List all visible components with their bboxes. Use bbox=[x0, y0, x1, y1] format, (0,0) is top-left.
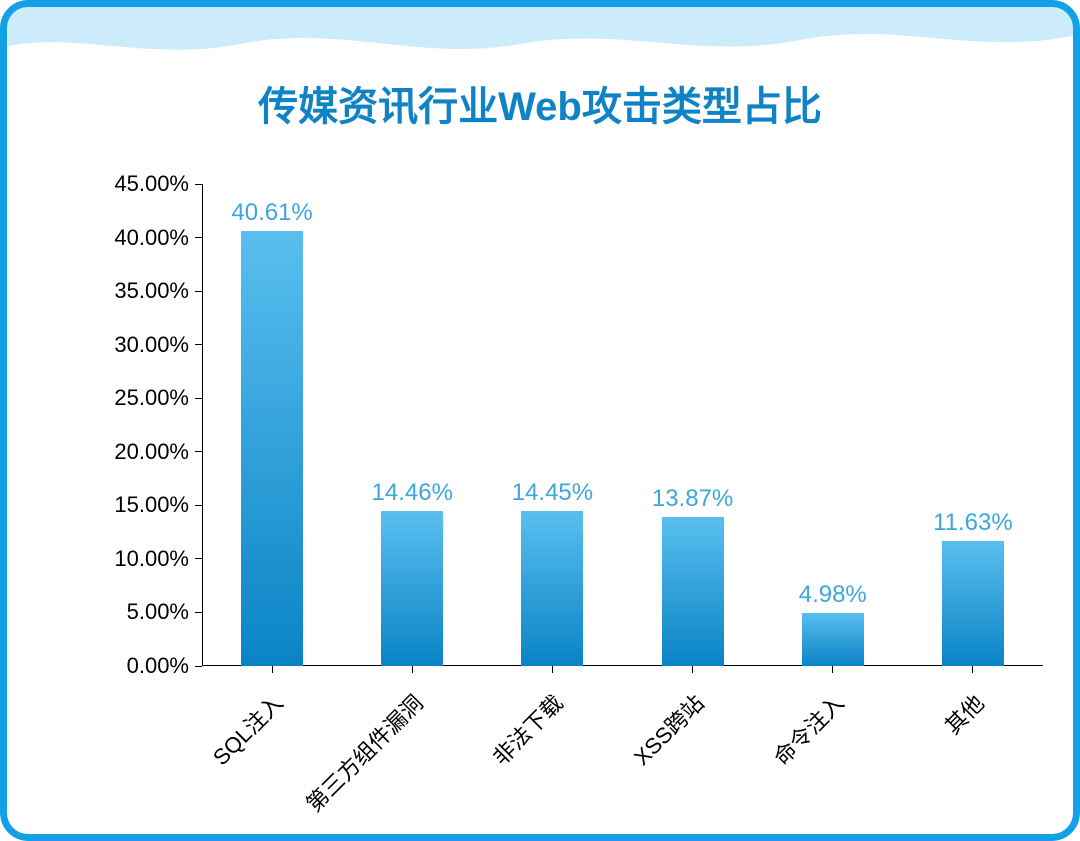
y-tick-label: 25.00% bbox=[79, 385, 189, 411]
y-tick-mark bbox=[195, 184, 202, 185]
y-tick-label: 20.00% bbox=[79, 439, 189, 465]
bar bbox=[662, 517, 724, 666]
x-tick-mark bbox=[272, 666, 273, 673]
x-tick-mark bbox=[552, 666, 553, 673]
chart-title: 传媒资讯行业Web攻击类型占比 bbox=[0, 74, 1080, 132]
y-tick-label: 15.00% bbox=[79, 492, 189, 518]
y-tick-label: 45.00% bbox=[79, 171, 189, 197]
y-axis-line bbox=[202, 184, 203, 666]
bar-value-label: 4.98% bbox=[763, 581, 903, 609]
y-tick-mark bbox=[195, 451, 202, 452]
y-tick-label: 0.00% bbox=[79, 653, 189, 679]
bar bbox=[802, 613, 864, 666]
y-tick-mark bbox=[195, 612, 202, 613]
y-tick-label: 10.00% bbox=[79, 546, 189, 572]
bar-value-label: 11.63% bbox=[903, 509, 1043, 537]
bar bbox=[942, 541, 1004, 666]
bar-value-label: 14.46% bbox=[342, 479, 482, 507]
wave-path bbox=[0, 0, 1080, 50]
y-tick-label: 40.00% bbox=[79, 225, 189, 251]
bar bbox=[381, 511, 443, 666]
bar bbox=[241, 231, 303, 666]
x-tick-label: SQL注入 bbox=[55, 687, 290, 841]
header-wave-decoration bbox=[0, 0, 1080, 70]
y-tick-mark bbox=[195, 344, 202, 345]
x-tick-mark bbox=[972, 666, 973, 673]
y-tick-label: 5.00% bbox=[79, 599, 189, 625]
y-tick-mark bbox=[195, 398, 202, 399]
x-tick-mark bbox=[412, 666, 413, 673]
y-tick-mark bbox=[195, 237, 202, 238]
x-axis-line bbox=[202, 665, 1043, 666]
y-tick-mark bbox=[195, 666, 202, 667]
y-tick-mark bbox=[195, 291, 202, 292]
y-tick-label: 35.00% bbox=[79, 278, 189, 304]
x-tick-mark bbox=[692, 666, 693, 673]
y-tick-label: 30.00% bbox=[79, 332, 189, 358]
x-tick-mark bbox=[832, 666, 833, 673]
y-tick-mark bbox=[195, 505, 202, 506]
bar bbox=[521, 511, 583, 666]
bar-value-label: 40.61% bbox=[202, 199, 342, 227]
bar-value-label: 13.87% bbox=[623, 485, 763, 513]
chart-card: 传媒资讯行业Web攻击类型占比 0.00%5.00%10.00%15.00%20… bbox=[0, 0, 1080, 841]
bar-value-label: 14.45% bbox=[482, 479, 622, 507]
bar-chart: 0.00%5.00%10.00%15.00%20.00%25.00%30.00%… bbox=[202, 184, 1043, 666]
y-tick-mark bbox=[195, 558, 202, 559]
